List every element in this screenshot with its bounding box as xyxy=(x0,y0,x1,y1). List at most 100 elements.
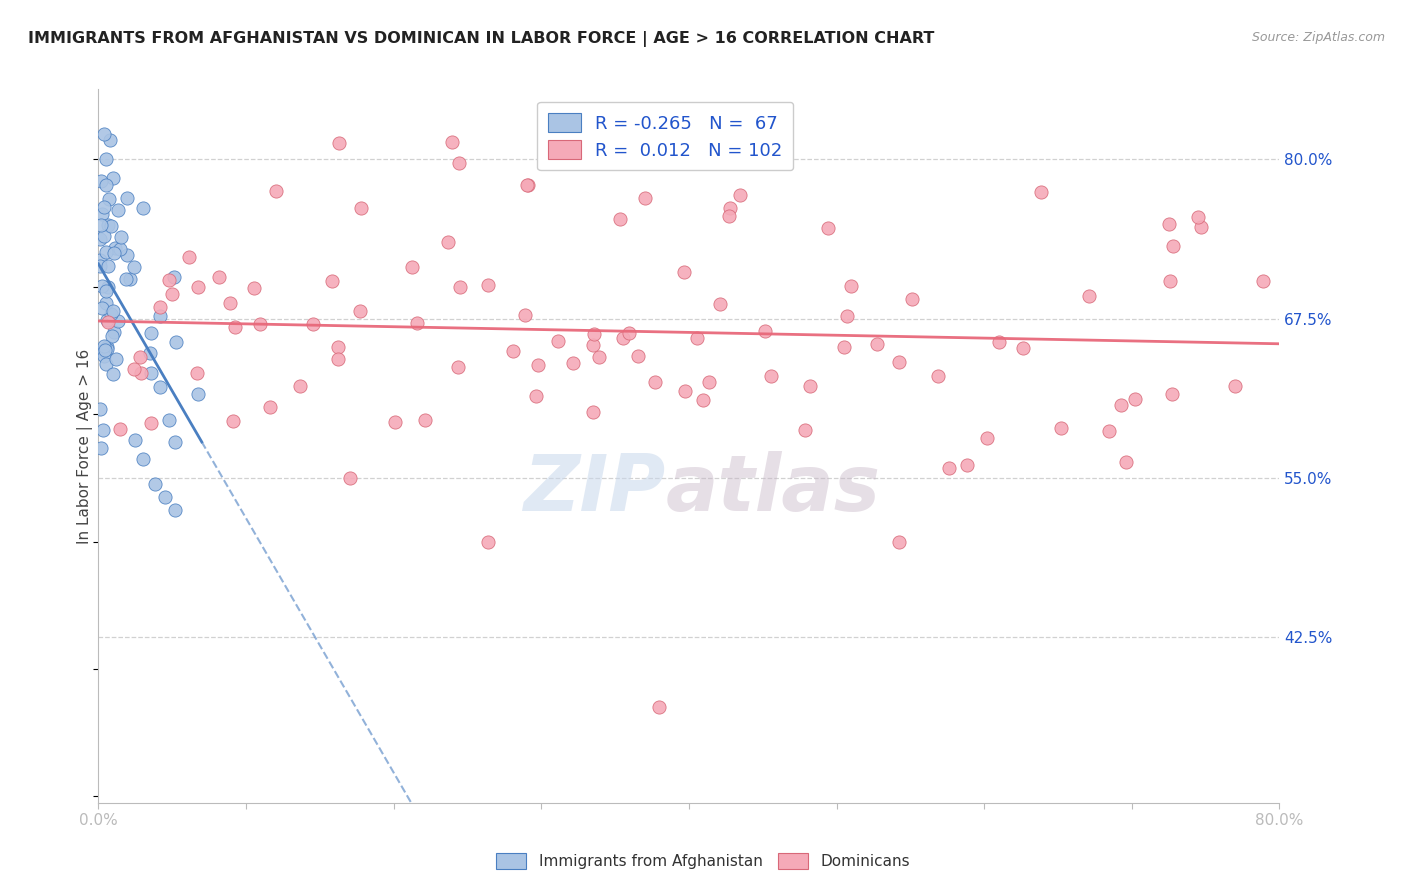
Point xyxy=(634,191,657,205)
Point xyxy=(1189,219,1212,234)
Point xyxy=(447,360,470,375)
Point xyxy=(187,387,209,401)
Point xyxy=(97,219,120,233)
Point xyxy=(103,171,125,186)
Point xyxy=(627,349,650,363)
Point xyxy=(149,309,172,323)
Point xyxy=(124,433,146,447)
Point xyxy=(513,308,536,322)
Point xyxy=(582,405,605,419)
Point xyxy=(100,219,122,233)
Point xyxy=(139,346,162,360)
Point xyxy=(288,379,311,393)
Point xyxy=(437,235,460,249)
Point xyxy=(697,375,720,389)
Point xyxy=(718,201,741,215)
Point xyxy=(938,460,960,475)
Point xyxy=(90,441,112,455)
Point xyxy=(104,352,127,367)
Point xyxy=(93,201,115,215)
Point xyxy=(115,191,138,205)
Point xyxy=(516,178,538,192)
Point xyxy=(96,340,118,354)
Point xyxy=(108,422,131,436)
Point xyxy=(328,136,350,150)
Point xyxy=(104,242,127,256)
Point xyxy=(94,152,117,166)
Point xyxy=(91,423,114,437)
Point xyxy=(350,201,373,215)
Point xyxy=(89,232,111,246)
Point xyxy=(89,253,111,268)
Point xyxy=(839,278,862,293)
Point xyxy=(107,203,129,218)
Point xyxy=(94,178,117,192)
Point xyxy=(90,218,112,232)
Point xyxy=(224,320,246,334)
Point xyxy=(93,343,115,357)
Point xyxy=(139,326,162,341)
Point xyxy=(562,356,585,370)
Point xyxy=(153,490,176,504)
Point xyxy=(302,317,325,331)
Point xyxy=(187,280,209,294)
Point xyxy=(259,400,281,414)
Point xyxy=(91,301,114,315)
Point xyxy=(887,534,910,549)
Text: IMMIGRANTS FROM AFGHANISTAN VS DOMINICAN IN LABOR FORCE | AGE > 16 CORRELATION C: IMMIGRANTS FROM AFGHANISTAN VS DOMINICAN… xyxy=(28,31,935,47)
Point xyxy=(502,344,524,359)
Point xyxy=(1029,185,1052,199)
Point xyxy=(93,127,115,141)
Y-axis label: In Labor Force | Age > 16: In Labor Force | Age > 16 xyxy=(77,349,93,543)
Point xyxy=(249,317,271,331)
Point xyxy=(90,174,112,188)
Point xyxy=(976,431,998,445)
Point xyxy=(149,301,172,315)
Point xyxy=(132,451,155,466)
Point xyxy=(799,379,821,393)
Point xyxy=(1123,392,1146,406)
Point xyxy=(401,260,423,274)
Point xyxy=(163,435,186,450)
Point xyxy=(91,207,114,221)
Point xyxy=(1225,378,1247,392)
Point xyxy=(644,375,666,389)
Point xyxy=(1161,238,1184,252)
Point xyxy=(1159,274,1181,288)
Point xyxy=(648,700,671,714)
Point xyxy=(128,350,150,364)
Point xyxy=(547,334,569,348)
Point xyxy=(93,339,115,353)
Point xyxy=(97,315,120,329)
Point xyxy=(477,534,499,549)
Point xyxy=(96,280,118,294)
Point xyxy=(889,354,911,368)
Point xyxy=(118,272,141,286)
Point xyxy=(339,471,361,485)
Text: Source: ZipAtlas.com: Source: ZipAtlas.com xyxy=(1251,31,1385,45)
Point xyxy=(709,296,731,310)
Point xyxy=(619,326,641,341)
Point xyxy=(1187,210,1209,224)
Point xyxy=(131,366,153,380)
Point xyxy=(1251,275,1274,289)
Point xyxy=(91,344,114,359)
Point xyxy=(447,155,470,169)
Point xyxy=(901,292,924,306)
Point xyxy=(1160,386,1182,401)
Point xyxy=(94,284,117,298)
Point xyxy=(449,279,471,293)
Point xyxy=(565,127,588,141)
Point xyxy=(1012,342,1035,356)
Point xyxy=(163,269,186,284)
Point xyxy=(759,368,782,383)
Point xyxy=(165,502,187,516)
Point xyxy=(517,178,540,192)
Point xyxy=(866,336,889,351)
Point xyxy=(115,248,138,262)
Point xyxy=(956,458,979,472)
Point xyxy=(1115,455,1137,469)
Point xyxy=(242,281,264,295)
Point xyxy=(103,367,125,381)
Point xyxy=(692,393,714,408)
